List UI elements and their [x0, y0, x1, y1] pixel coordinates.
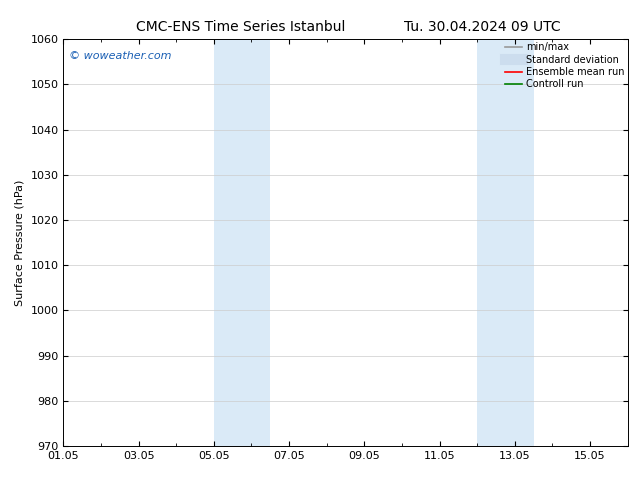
Bar: [477, 39, 534, 446]
Bar: [214, 39, 270, 446]
Legend: min/max, Standard deviation, Ensemble mean run, Controll run: min/max, Standard deviation, Ensemble me…: [505, 42, 624, 89]
Text: CMC-ENS Time Series Istanbul: CMC-ENS Time Series Istanbul: [136, 20, 346, 34]
Text: Tu. 30.04.2024 09 UTC: Tu. 30.04.2024 09 UTC: [403, 20, 560, 34]
Y-axis label: Surface Pressure (hPa): Surface Pressure (hPa): [15, 179, 25, 306]
Text: © woweather.com: © woweather.com: [69, 51, 172, 61]
